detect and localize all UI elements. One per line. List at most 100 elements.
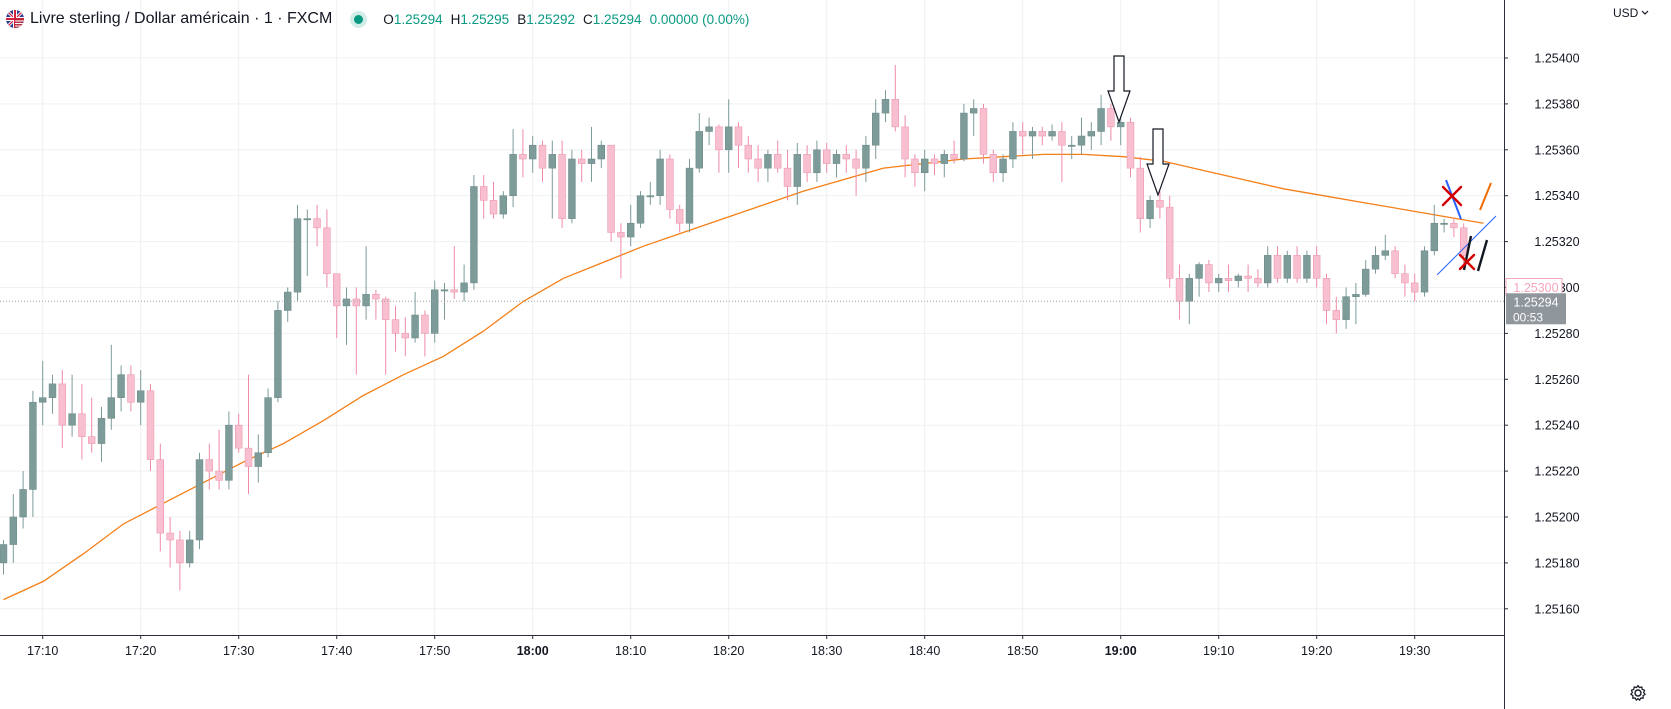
candle [960,103,968,162]
candle-body-up [1430,222,1439,252]
candle [479,175,488,219]
time-tick-label: 19:30 [1399,644,1430,658]
candle-body-up [509,154,517,197]
candle-body-down [381,298,390,320]
candle-body-down [558,154,566,219]
candle [773,140,782,173]
candle-body-down [332,273,341,307]
candle [1166,195,1174,288]
candle [78,383,86,460]
candle-body-down [891,99,900,128]
drawings-layer[interactable] [1107,55,1497,276]
candle-body-up [186,539,194,564]
candle-body-down [1391,250,1399,275]
candle [920,149,929,192]
candle [1028,126,1037,159]
candle [1273,246,1282,283]
currency-selector[interactable]: USD [1613,6,1649,20]
candle-body-down [450,289,458,293]
symbol-title[interactable]: Livre sterling / Dollar américain · 1 · … [30,10,333,27]
candle [1175,264,1184,320]
candle-body-down [401,333,409,339]
candle [323,209,331,288]
candle [940,149,949,178]
candle-body-down [391,319,400,334]
candle-body-up [107,397,116,419]
candle-body-up [1381,250,1390,256]
candle-body-down [146,390,155,460]
candle [685,158,694,233]
candle [156,443,164,552]
candle [519,129,527,178]
candle [950,140,958,164]
candle-body-up [274,310,282,398]
candle [0,539,8,575]
candle-body-down [783,167,792,187]
candle [1009,122,1017,169]
candle [852,149,860,196]
time-tick-label: 18:00 [517,644,549,658]
candle [930,154,939,176]
candle [666,154,674,219]
candle-body-down [156,459,164,534]
moving-average-layer [3,153,1484,601]
candle [1371,246,1380,274]
candle [626,204,635,247]
candle-body-down [617,232,625,238]
cross-1-icon[interactable] [1441,185,1463,207]
candle [1048,124,1056,141]
price-tick-label: 1.25360 [1534,143,1579,157]
gear-icon[interactable] [1628,683,1648,703]
trend-line-blue[interactable] [1445,179,1462,220]
candle [1244,264,1252,293]
candles-layer [0,64,1468,591]
candle-body-down [852,158,860,169]
candle-body-up [813,149,821,174]
cross-2-icon[interactable] [1458,253,1476,271]
candle [186,530,194,568]
candle-body-up [646,195,655,198]
candle-body-down [1126,121,1135,169]
candle [597,140,606,169]
candle-body-down [901,126,909,160]
candle [1411,273,1419,302]
candle-body-up [9,516,17,545]
candle-body-up [960,112,968,160]
down-arrow-2-icon[interactable] [1146,128,1170,197]
trend-line-thin[interactable] [1436,215,1497,276]
candle [1126,117,1135,178]
candle-body-down [1156,199,1164,208]
ohlc-change: 0.00000 (0.00%) [649,11,750,27]
down-arrow-1-icon[interactable] [1107,55,1131,124]
ohlc-high: H1.25295 [450,11,510,27]
candle-body-down [176,539,184,564]
candle-body-down [754,158,762,169]
candle-body-down [1107,108,1115,128]
last-price-label: 1.25294 [1513,295,1558,309]
candle [176,530,184,591]
candle-body-up [97,418,106,444]
chart-grid [0,0,1504,635]
candle-body-down [1411,282,1419,293]
market-open-dot-icon [354,14,364,24]
candle-body-up [881,99,890,114]
candle [117,365,125,412]
candle-body-up [1077,135,1086,146]
candle [548,140,557,219]
trend-line-black-2[interactable] [1476,239,1489,272]
time-tick-label: 18:40 [909,644,940,658]
candle [1156,191,1164,219]
candle [1401,264,1409,297]
candle-body-up [1185,278,1194,302]
candle-body-up [548,154,557,169]
trend-line-orange[interactable] [1479,182,1492,211]
chart-header: Livre sterling / Dollar américain · 1 · … [6,8,749,30]
candle-body-up [460,282,468,293]
candle [264,388,272,458]
candle [362,246,370,320]
candle-body-down [979,108,988,155]
candle [715,124,723,173]
candle-body-up [685,167,694,224]
chevron-down-icon [1641,10,1649,15]
